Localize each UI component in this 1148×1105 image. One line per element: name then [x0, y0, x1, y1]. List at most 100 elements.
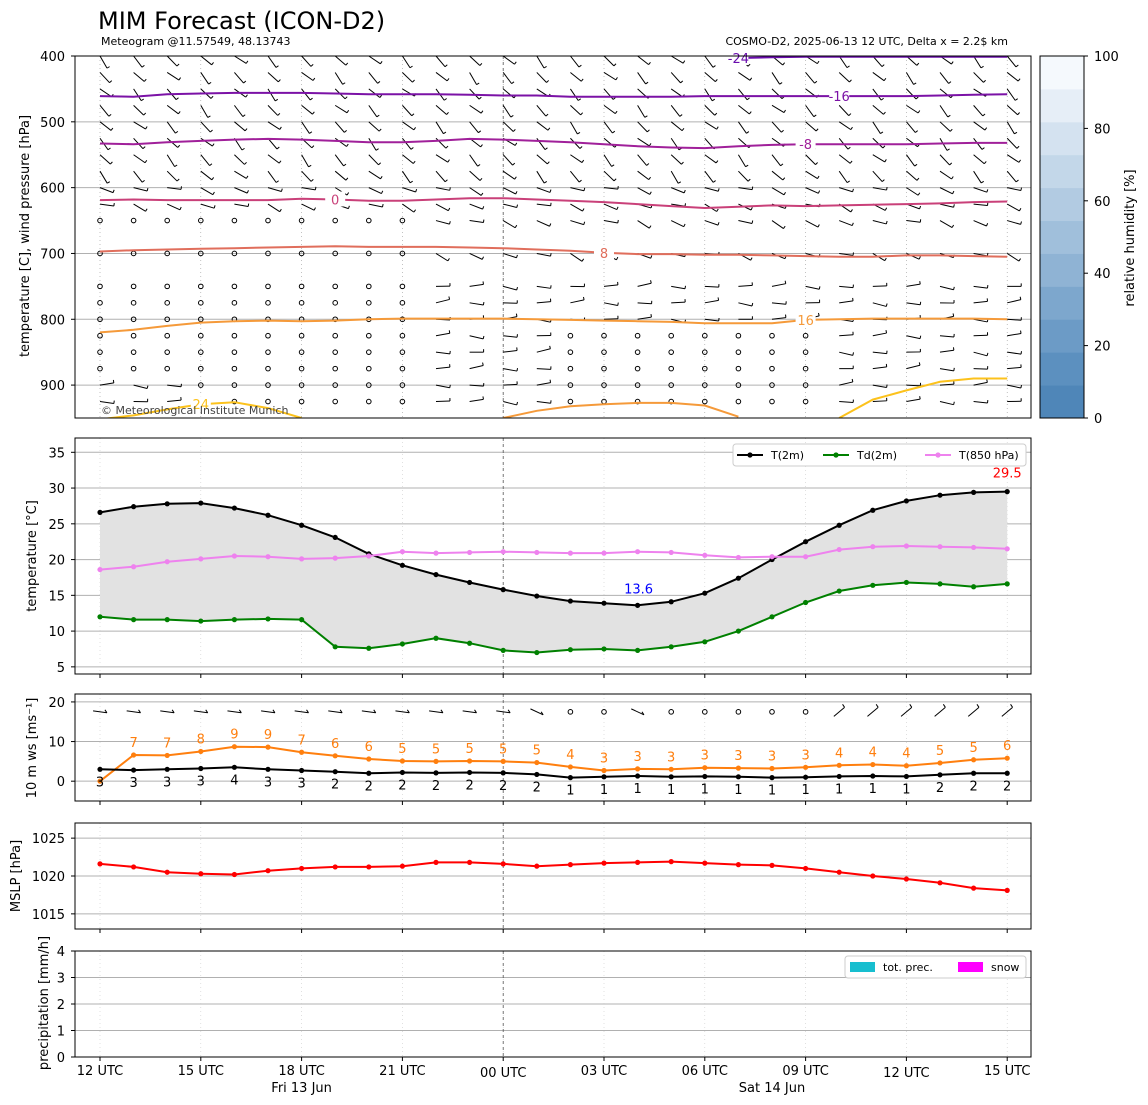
wind-barb-flag	[848, 113, 852, 116]
wind-barb-icon	[973, 202, 989, 207]
calm-wind-icon	[399, 300, 406, 306]
wind-barb-flag	[177, 144, 181, 148]
wind-barb-shaft	[536, 121, 549, 131]
wind-barb-flag	[783, 109, 786, 113]
wind-barb-icon	[570, 104, 584, 116]
data-point	[265, 616, 271, 622]
legend-box	[732, 443, 1027, 467]
legend-swatch	[958, 962, 983, 972]
colorbar-tick-label: 100	[1094, 50, 1119, 65]
mean-wind-value-label: 2	[432, 779, 440, 794]
wind-barb-shaft	[939, 154, 950, 166]
data-point	[534, 549, 540, 556]
wind-barb-shaft	[839, 252, 854, 256]
wind-barb-icon	[637, 154, 650, 166]
wind-barb-flag	[144, 160, 148, 164]
wind-barb-shaft	[906, 104, 919, 114]
data-point	[937, 544, 943, 550]
wind-barb-flag	[142, 146, 146, 150]
wind-barb-flag	[478, 96, 482, 100]
wind-barb-shaft	[99, 203, 114, 207]
wind-barb-icon	[906, 219, 922, 223]
wind-barb-shaft	[503, 252, 517, 259]
data-point	[131, 564, 137, 570]
wind-barb-icon	[536, 72, 550, 83]
wind-barb-icon	[570, 170, 582, 183]
wind-barb-icon	[402, 203, 416, 213]
data-point	[198, 871, 204, 877]
wind-barb-shaft	[839, 351, 853, 356]
wind-barb-icon	[469, 154, 481, 167]
wind-barb-icon	[939, 170, 954, 180]
wind-barb-icon	[738, 186, 754, 191]
wind-barb-shaft	[771, 317, 786, 320]
y-tick-label: 1025	[32, 832, 65, 847]
wind-barb-flag	[141, 64, 145, 68]
calm-wind-icon	[366, 283, 372, 290]
wind-barb-flag	[886, 187, 888, 191]
wind-barb-icon	[166, 170, 180, 182]
wind-barb-flag	[782, 177, 786, 181]
data-point	[937, 880, 943, 886]
wind-barb-flag	[245, 175, 249, 179]
wind-barb-shaft	[133, 88, 142, 101]
wind-barb-icon	[1006, 253, 1021, 262]
calm-wind-icon	[231, 217, 238, 224]
wind-barb-icon	[1007, 364, 1022, 370]
calm-wind-icon	[198, 217, 204, 224]
wind-barb-icon	[872, 121, 884, 134]
wind-barb-icon	[872, 282, 888, 287]
wind-barb-icon	[503, 334, 518, 338]
wind-barb-shaft	[704, 285, 719, 288]
wind-barb-shaft	[166, 121, 176, 134]
data-point	[433, 758, 439, 764]
wind-barb-shaft	[435, 55, 446, 68]
calm-wind-icon	[130, 217, 137, 224]
isotherm-line	[99, 91, 1008, 98]
wind-barb-icon	[435, 55, 448, 68]
data-point	[567, 598, 574, 604]
wind-barb-icon	[839, 351, 855, 356]
data-point	[702, 552, 708, 558]
wind-barb-icon	[973, 351, 989, 357]
wind-barb-shaft	[967, 706, 980, 717]
isotherm-label: -24	[728, 52, 749, 67]
wind-barb-icon	[267, 105, 281, 116]
wind-barb-shaft	[771, 170, 784, 181]
wind-barb-shaft	[906, 398, 921, 403]
wind-barb-icon	[402, 154, 416, 164]
data-point	[567, 647, 574, 653]
data-point	[433, 770, 439, 776]
wind-barb-flag	[577, 98, 581, 101]
wind-barb-shaft	[167, 187, 182, 190]
wind-barb-icon	[200, 137, 215, 147]
wind-barb-icon	[536, 55, 547, 69]
calm-wind-icon	[769, 349, 775, 355]
wind-barb-flag	[886, 384, 888, 388]
wind-barb-flag	[110, 161, 113, 165]
data-point	[332, 555, 338, 561]
data-point	[702, 773, 708, 780]
isotherm-label-bg	[190, 396, 211, 412]
wind-barb-shaft	[368, 154, 379, 166]
wind-barb-icon	[838, 154, 853, 164]
calm-wind-icon	[332, 398, 339, 405]
isotherm-label-bg	[325, 191, 346, 207]
wind-barb-flag	[749, 111, 752, 115]
wind-barb-shaft	[200, 137, 213, 147]
wind-barb-icon	[939, 121, 953, 132]
wind-barb-flag	[310, 179, 314, 182]
data-point	[366, 770, 372, 776]
data-point	[399, 641, 405, 647]
wind-barb-icon	[838, 55, 850, 69]
wind-barb-flag	[681, 127, 685, 131]
wind-barb-icon	[570, 296, 585, 304]
wind-barb-flag	[983, 79, 986, 83]
y-tick-label: 10	[48, 625, 65, 640]
wind-barb-flag	[679, 114, 683, 117]
isotherm-label-bg	[795, 136, 816, 152]
wind-barb-shaft	[166, 170, 178, 182]
colorbar-segment	[1040, 187, 1084, 222]
wind-barb-shaft	[99, 170, 108, 184]
wind-barb-icon	[234, 121, 248, 132]
